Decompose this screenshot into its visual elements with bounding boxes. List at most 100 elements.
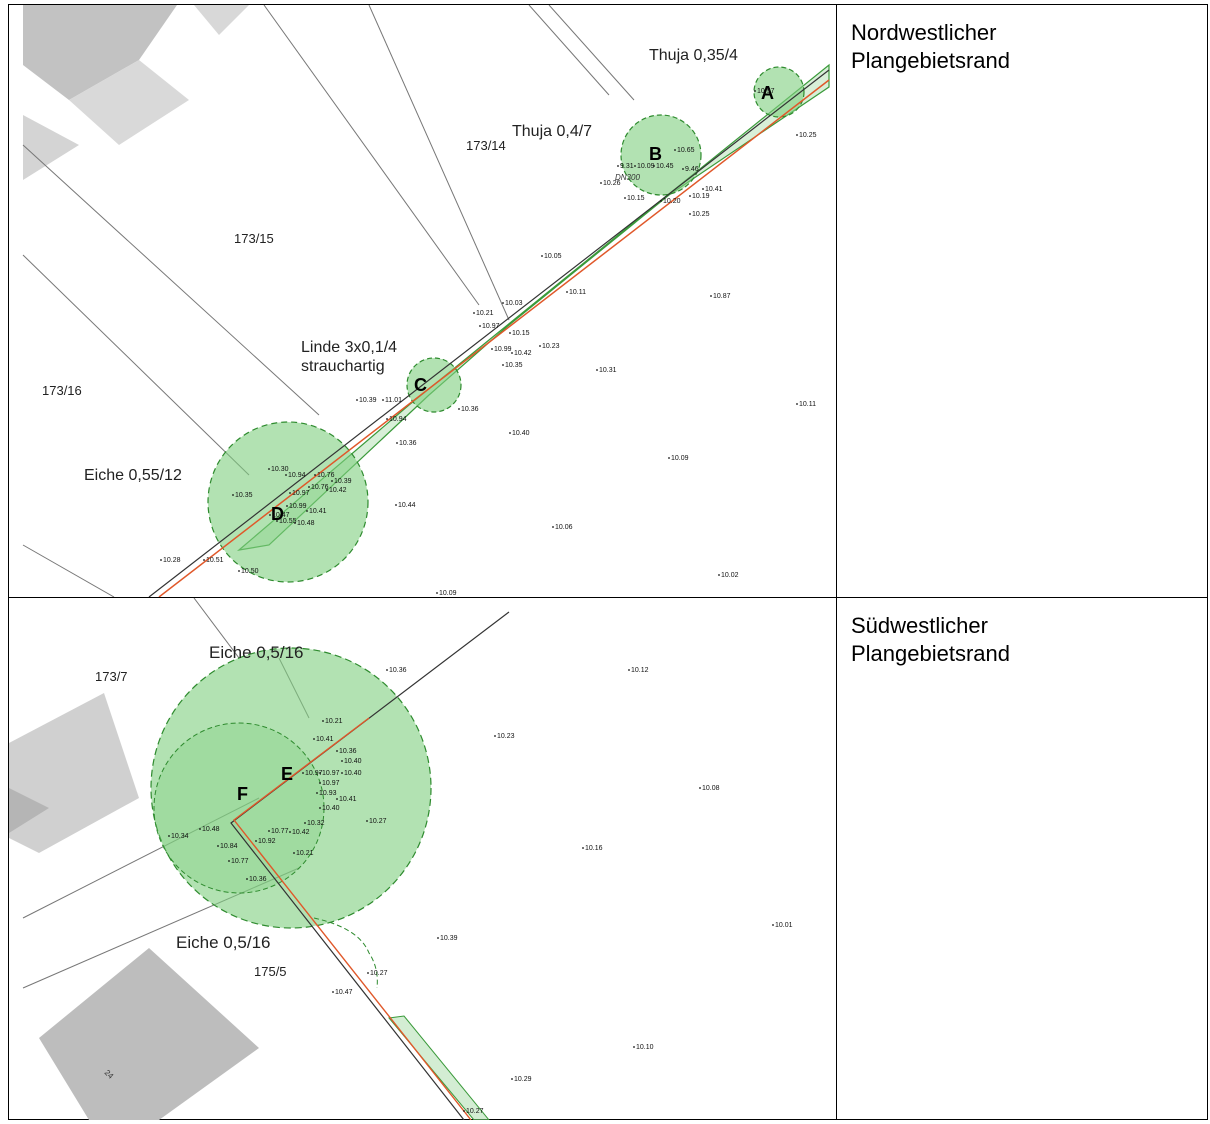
height-point-dot: [356, 399, 358, 401]
height-point-label: 10.27: [370, 970, 388, 977]
height-point-dot: [473, 312, 475, 314]
height-point-dot: [313, 738, 315, 740]
height-point-label: 10.25: [692, 211, 710, 218]
height-point-dot: [396, 442, 398, 444]
height-point-dot: [436, 592, 438, 594]
height-point-dot: [509, 332, 511, 334]
height-point-label: 10.97: [305, 770, 323, 777]
height-point-dot: [653, 165, 655, 167]
height-point-dot: [682, 168, 684, 170]
height-point-label: 10.30: [271, 466, 289, 473]
height-point-label: 10.11: [569, 289, 586, 296]
tree-f-label: Eiche 0,5/16: [176, 933, 271, 952]
height-point-dot: [319, 807, 321, 809]
height-point-label: 10.39: [440, 935, 458, 942]
parcel-id: 175/5: [254, 964, 287, 979]
height-point-label: 10.44: [398, 502, 416, 509]
height-point-label: 10.09: [637, 163, 655, 170]
tree-e-letter: E: [281, 764, 293, 784]
tree-e-label: Eiche 0,5/16: [209, 643, 304, 662]
height-point-label: 10.36: [339, 748, 357, 755]
column-divider: [836, 5, 837, 1119]
height-point-dot: [168, 835, 170, 837]
height-point-label: 10.40: [512, 430, 530, 437]
height-point-dot: [336, 750, 338, 752]
height-point-label: 10.36: [399, 440, 417, 447]
height-point-label: 10.27: [466, 1108, 484, 1115]
height-point-label: 10.47: [335, 989, 353, 996]
height-point-label: 10.48: [202, 826, 220, 833]
tree-d-letter: D: [271, 504, 284, 524]
height-point-label: 10.41: [705, 186, 723, 193]
height-point-dot: [246, 878, 248, 880]
height-point-dot: [796, 134, 798, 136]
height-point-dot: [217, 845, 219, 847]
height-point-dot: [386, 669, 388, 671]
height-point-label: 10.41: [339, 796, 357, 803]
height-point-label: 10.87: [713, 293, 731, 300]
height-point-dot: [308, 486, 310, 488]
height-point-dot: [600, 182, 602, 184]
height-point-dot: [160, 559, 162, 561]
height-point-label: 10.27: [369, 818, 387, 825]
row-divider: [9, 597, 1207, 598]
building: [194, 5, 249, 35]
height-point-label: 10.25: [799, 132, 817, 139]
height-point-dot: [289, 492, 291, 494]
height-point-dot: [491, 348, 493, 350]
height-point-label: 10.77: [231, 858, 249, 865]
height-point-label: 10.39: [359, 397, 377, 404]
height-point-dot: [458, 408, 460, 410]
caption-northwest: Nordwestlicher Plangebietsrand: [851, 19, 1010, 75]
height-point-label: 10.23: [542, 343, 560, 350]
caption-line: Nordwestlicher: [851, 20, 997, 45]
height-point-dot: [319, 782, 321, 784]
height-point-dot: [199, 828, 201, 830]
height-point-dot: [341, 772, 343, 774]
height-point-dot: [502, 364, 504, 366]
tree-f-letter: F: [237, 784, 248, 804]
height-point-label: 10.45: [656, 163, 674, 170]
height-point-label: 10.05: [544, 253, 562, 260]
height-point-label: 10.02: [721, 572, 739, 579]
tree-b-letter: B: [649, 144, 662, 164]
height-point-label: 10.12: [631, 667, 649, 674]
height-point-label: 10.97: [322, 770, 340, 777]
height-point-label: 10.32: [307, 820, 325, 827]
height-point-label: 10.28: [163, 557, 181, 564]
height-point-label: 9.31: [620, 163, 634, 170]
height-point-dot: [539, 345, 541, 347]
height-point-dot: [718, 574, 720, 576]
height-point-label: 10.08: [702, 785, 720, 792]
parcel-id: 173/14: [466, 138, 506, 153]
height-point-dot: [285, 474, 287, 476]
hedge-outline: [313, 917, 378, 989]
height-point-dot: [268, 468, 270, 470]
height-point-label: 10.26: [603, 180, 621, 187]
parcel-id: 173/16: [42, 383, 82, 398]
height-point-label: 10.47: [272, 512, 290, 519]
height-point-label: 10.40: [322, 805, 340, 812]
tree-c-letter: C: [414, 375, 427, 395]
height-point-label: 10.94: [389, 416, 407, 423]
height-point-label: 10.21: [296, 850, 314, 857]
parcel-id: 173/7: [95, 669, 128, 684]
parcel-id: 173/15: [234, 231, 274, 246]
height-point-label: 10.21: [476, 310, 494, 317]
height-point-label: 9.46: [685, 166, 699, 173]
height-point-label: 10.76: [311, 484, 329, 491]
height-point-dot: [367, 972, 369, 974]
height-point-dot: [395, 504, 397, 506]
tree-b-label: Thuja 0,4/7: [512, 123, 592, 140]
height-point-dot: [437, 937, 439, 939]
height-point-label: 10.77: [271, 828, 289, 835]
height-point-label: 10.10: [636, 1044, 654, 1051]
height-point-label: 10.99: [289, 503, 307, 510]
map-southwest: E F Eiche 0,5/16 Eiche 0,5/16 173/7 175/…: [9, 598, 836, 1120]
height-point-label: 10.29: [514, 1076, 532, 1083]
height-point-dot: [502, 302, 504, 304]
height-point-dot: [286, 505, 288, 507]
height-point-dot: [326, 489, 328, 491]
height-point-label: 10.92: [258, 838, 276, 845]
height-point-dot: [772, 924, 774, 926]
